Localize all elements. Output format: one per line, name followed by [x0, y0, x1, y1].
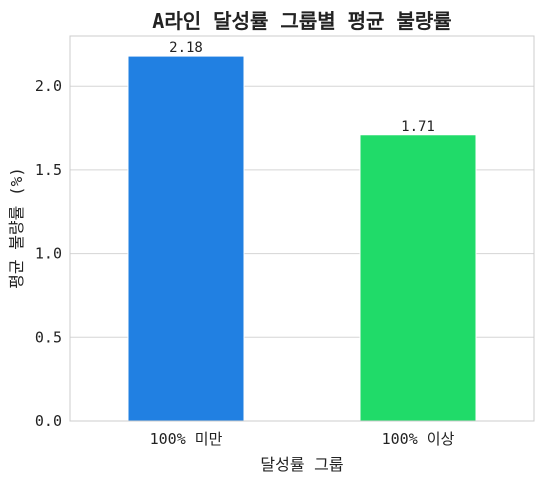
x-tick-labels: 100% 미만 100% 이상 [150, 430, 455, 448]
x-tick-label: 100% 미만 [150, 430, 223, 448]
y-tick-label: 0.5 [35, 328, 62, 346]
bars [127, 55, 477, 422]
bar [359, 134, 477, 422]
x-axis-label: 달성률 그룹 [260, 455, 343, 474]
y-tick-label: 1.0 [35, 245, 62, 263]
y-tick-label: 0.0 [35, 412, 62, 430]
bar-value-label: 1.71 [401, 119, 435, 135]
plot-frame [69, 35, 535, 422]
bar-value-label: 2.18 [169, 40, 203, 56]
y-tick-label: 1.5 [35, 161, 62, 179]
y-tick-labels: 0.0 0.5 1.0 1.5 2.0 [35, 77, 62, 430]
y-axis-label: 평균 불량률 (%) [7, 167, 26, 289]
data-labels: 2.18 1.71 [169, 40, 435, 135]
bar [127, 55, 245, 422]
x-tick-label: 100% 이상 [382, 430, 455, 448]
chart-title: A라인 달성률 그룹별 평균 불량률 [152, 9, 451, 33]
y-tick-label: 2.0 [35, 77, 62, 95]
